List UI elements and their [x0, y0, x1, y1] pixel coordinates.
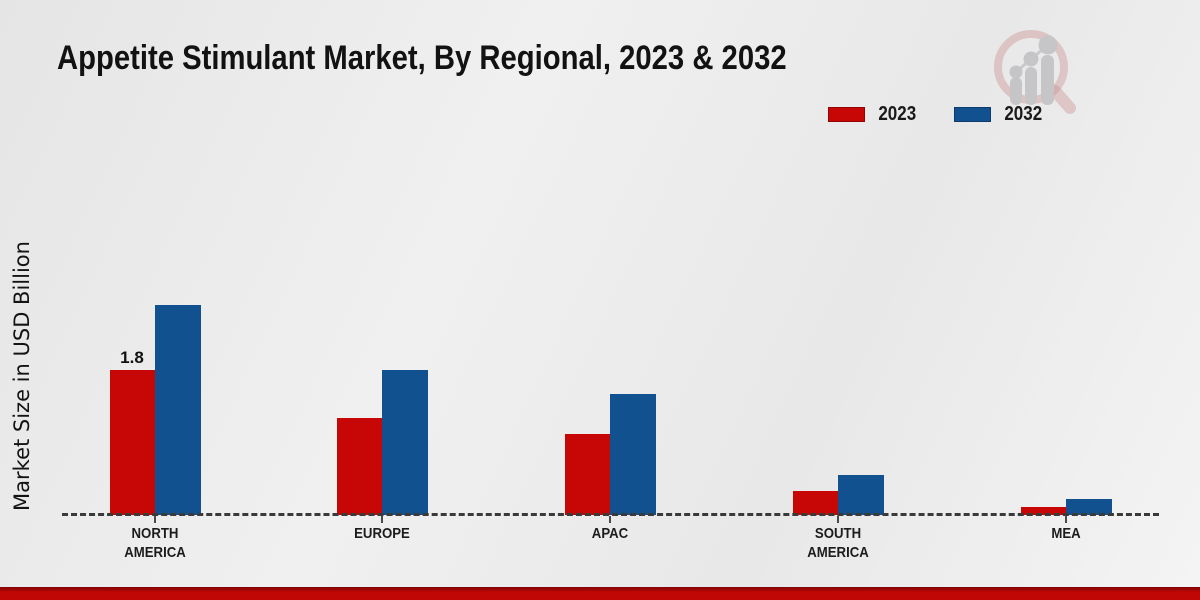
category-label-south-america: SOUTH AMERICA: [806, 525, 869, 561]
legend-swatch-2032: [953, 107, 991, 122]
bar-2023-europe: [337, 418, 383, 515]
chart-title: Appetite Stimulant Market, By Regional, …: [57, 39, 787, 77]
brand-watermark: [983, 20, 1093, 122]
x-axis-tick: [609, 516, 611, 523]
bar-2023-mea: [1020, 507, 1066, 515]
x-axis-tick: [153, 516, 156, 523]
bar-2032-mea: [1065, 499, 1112, 515]
bar-2032-europe: [382, 370, 429, 515]
legend-swatch-2023: [828, 107, 865, 122]
bar-2032-south-america: [837, 475, 884, 515]
bar-2023-north-america: [109, 370, 155, 515]
category-label-apac: APAC: [591, 525, 629, 542]
footer-accent-strip: [0, 587, 1200, 600]
bar-2032-north-america: [154, 305, 201, 515]
legend-label-2032: 2032: [1003, 103, 1042, 125]
data-label: 1.8: [120, 348, 144, 367]
x-axis-baseline: [62, 513, 1159, 516]
bar-2023-south-america: [792, 491, 838, 515]
bar-2032-apac: [610, 394, 656, 515]
legend-item-2032: 2032: [953, 103, 1046, 126]
category-label-north-america: NORTH AMERICA: [123, 525, 186, 561]
category-label-mea: MEA: [1050, 525, 1081, 542]
x-axis-tick: [381, 516, 384, 523]
category-label-europe: EUROPE: [354, 525, 411, 542]
legend-label-2023: 2023: [878, 103, 917, 125]
legend: 2023 2032: [828, 103, 1045, 126]
x-axis-tick: [1064, 516, 1067, 523]
bar-2023-apac: [565, 434, 610, 515]
magnifier-growth-logo-icon: [994, 30, 1076, 114]
legend-item-2023: 2023: [828, 103, 920, 126]
x-axis-tick: [836, 516, 839, 523]
